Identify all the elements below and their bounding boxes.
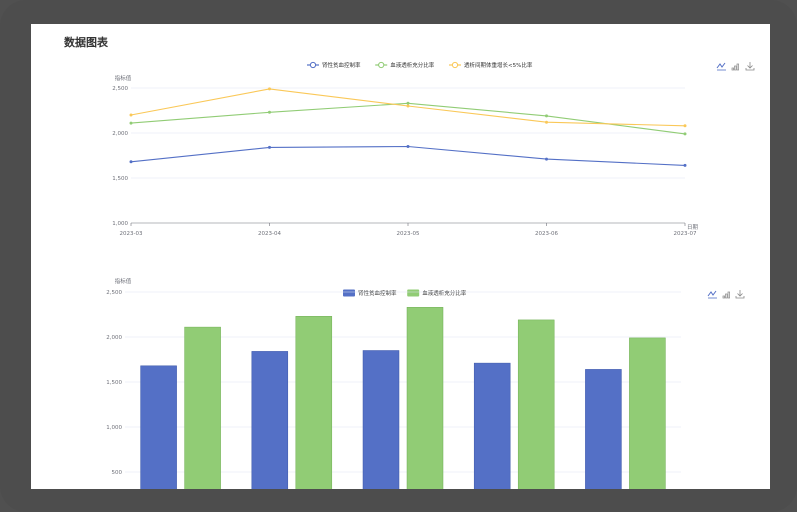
y-tick-label: 1,000 <box>106 425 122 431</box>
bar-chart-icon-bar <box>725 293 728 299</box>
legend-item[interactable]: 血液透析充分比率 <box>407 289 467 297</box>
bar[interactable] <box>517 319 555 489</box>
line-chart-icon-stroke <box>716 62 726 69</box>
bar-chart: 肾性贫血控制率 血液透析充分比率 2,500 2,000 1,500 1,000 500 指标… <box>106 277 745 490</box>
legend-label: 肾性贫血控制率 <box>358 289 397 297</box>
data-point[interactable] <box>406 145 410 148</box>
data-point[interactable] <box>545 120 548 124</box>
legend-swatch <box>343 289 355 297</box>
bar-chart-icon-bar <box>734 65 737 71</box>
y-tick-label: 2,500 <box>112 86 128 92</box>
bar-chart-icon[interactable] <box>722 291 730 299</box>
line-series <box>129 145 687 167</box>
download-icon[interactable] <box>735 290 745 299</box>
bar[interactable] <box>251 351 289 489</box>
x-tick-label: 2023-04 <box>258 231 281 237</box>
x-tick-label: 2023-06 <box>535 231 558 237</box>
series-line <box>130 145 686 166</box>
download-icon-arrow <box>747 65 753 69</box>
legend-label: 透析间期体重增长<5%比率 <box>464 61 533 69</box>
data-point[interactable] <box>545 114 548 118</box>
y-axis-label: 指标值 <box>115 74 132 82</box>
bar-chart-icon-bar <box>722 295 725 299</box>
x-tick-label: 2023-05 <box>397 231 420 237</box>
bar[interactable] <box>585 369 622 489</box>
bar-chart-icon-bar <box>736 63 739 71</box>
bar[interactable] <box>140 365 177 489</box>
y-tick-label: 1,000 <box>112 221 128 227</box>
y-tick-label: 2,500 <box>106 290 122 296</box>
legend-marker <box>309 61 317 69</box>
bar[interactable] <box>295 316 333 489</box>
bar-chart-icon-bar <box>731 67 734 71</box>
legend-item[interactable]: 肾性贫血控制率 <box>307 61 361 69</box>
bar[interactable] <box>473 362 511 489</box>
series-line <box>130 102 686 135</box>
page-title: 数据图表 <box>64 36 108 49</box>
data-point[interactable] <box>683 124 687 128</box>
legend-item[interactable]: 血液透析充分比率 <box>375 61 435 69</box>
line-chart-icon-stroke <box>707 290 717 297</box>
data-point[interactable] <box>129 160 133 164</box>
data-point[interactable] <box>545 157 548 161</box>
legend-marker <box>378 61 385 69</box>
bar[interactable] <box>362 350 400 490</box>
data-point[interactable] <box>268 110 271 114</box>
data-point[interactable] <box>129 113 133 117</box>
bar[interactable] <box>184 326 221 489</box>
data-point[interactable] <box>406 104 410 108</box>
y-tick-label: 1,500 <box>112 176 128 182</box>
bar-chart-icon[interactable] <box>731 63 739 71</box>
y-tick-label: 2,000 <box>112 131 128 137</box>
bar[interactable] <box>629 337 666 489</box>
data-point[interactable] <box>268 87 271 91</box>
data-point[interactable] <box>268 145 271 149</box>
data-point[interactable] <box>129 121 133 125</box>
line-chart-icon[interactable] <box>716 62 726 71</box>
data-point[interactable] <box>406 101 410 105</box>
y-axis-label: 指标值 <box>115 277 132 285</box>
line-chart: 肾性贫血控制率 血液透析充分比率 透析间期体重增长<5%比率 2,500 2,000 1,… <box>112 61 755 237</box>
legend-item[interactable]: 肾性贫血控制率 <box>343 289 397 297</box>
y-tick-label: 2,000 <box>106 335 122 341</box>
y-tick-label: 500 <box>112 470 123 476</box>
line-series <box>129 101 687 136</box>
legend-marker <box>451 61 459 69</box>
line-series <box>129 87 687 128</box>
legend-item[interactable]: 透析间期体重增长<5%比率 <box>449 61 533 69</box>
screen: 数据图表 肾性贫血控制率 血液透析充分比率 透析间期体重增长<5%比率 2,500 2,… <box>31 24 770 489</box>
download-icon[interactable] <box>745 62 755 71</box>
download-icon-tray <box>735 296 745 299</box>
x-axis-label: 日期 <box>687 224 699 231</box>
legend-label: 肾性贫血控制率 <box>322 61 361 69</box>
data-point[interactable] <box>683 163 687 167</box>
download-icon-tray <box>745 68 755 71</box>
legend-swatch <box>407 289 420 297</box>
data-point[interactable] <box>683 132 687 136</box>
download-icon-arrow <box>737 293 743 297</box>
bar-chart-icon-bar <box>727 291 730 299</box>
x-tick-label: 2023-07 <box>674 231 697 237</box>
legend-label: 血液透析充分比率 <box>422 289 467 297</box>
legend-label: 血液透析充分比率 <box>390 61 435 69</box>
x-tick-label: 2023-03 <box>120 231 143 237</box>
line-chart-icon[interactable] <box>707 290 717 299</box>
y-tick-label: 1,500 <box>106 380 122 386</box>
bar[interactable] <box>406 307 444 489</box>
